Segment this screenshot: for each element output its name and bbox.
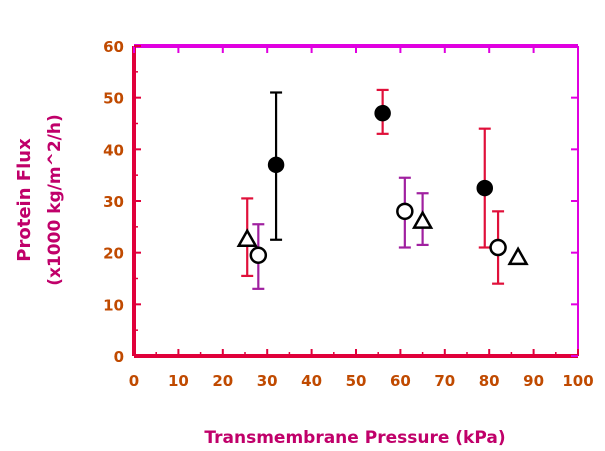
open-triangle-marker bbox=[411, 210, 434, 229]
y-tick-label: 40 bbox=[103, 141, 124, 159]
x-tick-label: 90 bbox=[523, 372, 544, 390]
x-tick-label: 50 bbox=[346, 372, 367, 390]
open-circle-marker bbox=[249, 246, 268, 264]
y-axis-label-line1: Protein Flux bbox=[14, 138, 35, 262]
data-markers bbox=[236, 104, 529, 266]
open-triangle-marker bbox=[507, 246, 529, 266]
x-tick-label: 60 bbox=[390, 372, 411, 390]
open-circle-marker bbox=[489, 238, 507, 257]
y-axis-ticks: 0 10 20 30 40 50 60 bbox=[103, 38, 578, 366]
y-tick-label: 20 bbox=[103, 245, 124, 263]
filled-circle-marker bbox=[267, 156, 285, 174]
x-tick-label: 70 bbox=[434, 372, 455, 390]
y-tick-label: 60 bbox=[103, 38, 124, 56]
filled-circle-marker bbox=[374, 104, 391, 122]
x-tick-label: 100 bbox=[562, 372, 593, 390]
x-tick-label: 20 bbox=[212, 372, 233, 390]
y-tick-label: 10 bbox=[103, 296, 124, 314]
x-axis-ticks: 0 10 20 30 40 50 60 70 80 90 100 bbox=[129, 46, 594, 390]
open-circle-marker bbox=[396, 202, 414, 221]
filled-circle-marker bbox=[476, 179, 494, 197]
y-tick-label: 50 bbox=[103, 90, 124, 108]
x-tick-label: 80 bbox=[479, 372, 500, 390]
y-axis-label-line2: (x1000 kg/m^2/h) bbox=[45, 114, 65, 286]
open-triangle-marker bbox=[236, 228, 258, 247]
x-axis-label: Transmembrane Pressure (kPa) bbox=[204, 428, 505, 448]
x-tick-label: 10 bbox=[168, 372, 189, 390]
y-tick-label: 30 bbox=[103, 193, 124, 211]
x-tick-label: 0 bbox=[129, 372, 139, 390]
y-tick-label: 0 bbox=[114, 348, 124, 366]
x-tick-label: 30 bbox=[257, 372, 278, 390]
x-tick-label: 40 bbox=[301, 372, 322, 390]
